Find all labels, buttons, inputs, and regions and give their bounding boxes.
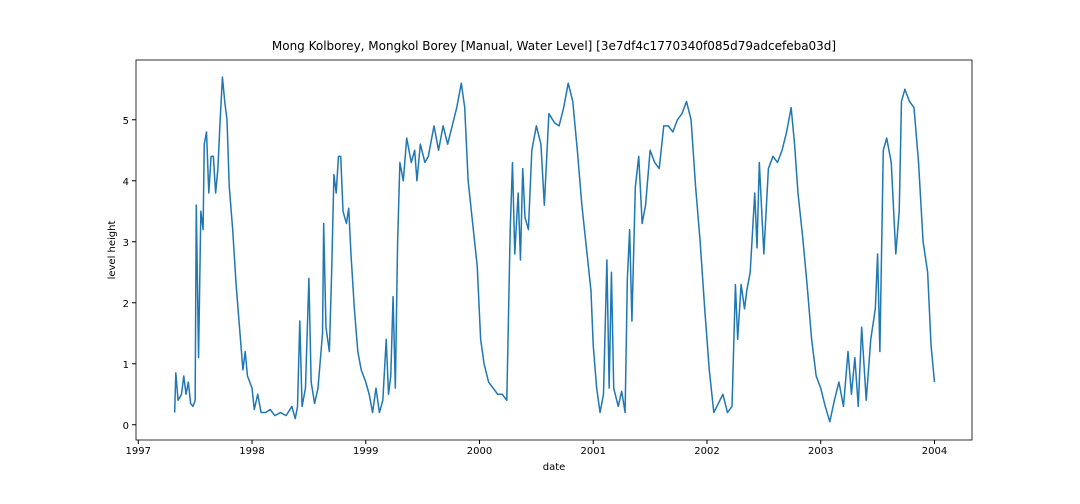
x-tick-label: 1997	[126, 446, 151, 457]
y-tick-label: 5	[123, 116, 129, 127]
y-tick-label: 1	[123, 360, 129, 371]
x-tick-label: 2003	[808, 446, 833, 457]
y-tick-label: 0	[123, 421, 129, 432]
plot-frame	[135, 59, 973, 441]
x-tick-label: 2001	[581, 446, 606, 457]
x-tick-label: 2004	[922, 446, 947, 457]
x-tick-label: 2002	[694, 446, 719, 457]
x-tick-label: 1999	[353, 446, 378, 457]
x-tick-label: 1998	[239, 446, 264, 457]
data-line	[173, 76, 936, 423]
y-tick-label: 4	[123, 177, 129, 188]
chart-title: Mong Kolborey, Mongkol Borey [Manual, Wa…	[272, 39, 836, 53]
y-tick-label: 3	[123, 238, 129, 249]
y-tick-label: 2	[123, 299, 129, 310]
x-axis-label: date	[543, 462, 566, 473]
y-axis-label: level height	[107, 221, 118, 280]
x-tick-label: 2000	[467, 446, 492, 457]
